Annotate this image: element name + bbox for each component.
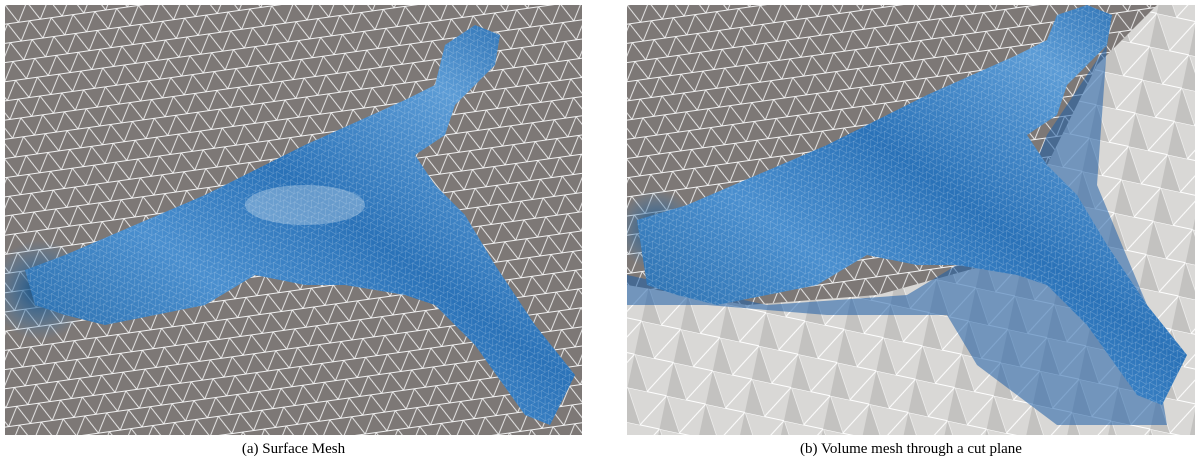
figure: (a) Surface Mesh (b) Volume mesh through…: [0, 0, 1200, 465]
volume-mesh-image: [627, 5, 1195, 435]
highlight: [245, 185, 365, 225]
surface-mesh-image: [5, 5, 582, 435]
caption: (b) Volume mesh through a cut plane: [627, 441, 1195, 458]
caption: (a) Surface Mesh: [5, 441, 582, 458]
